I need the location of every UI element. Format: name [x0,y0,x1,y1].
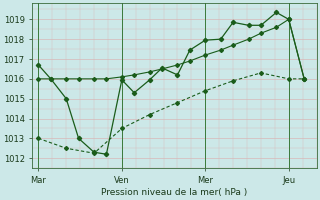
X-axis label: Pression niveau de la mer( hPa ): Pression niveau de la mer( hPa ) [101,188,247,197]
